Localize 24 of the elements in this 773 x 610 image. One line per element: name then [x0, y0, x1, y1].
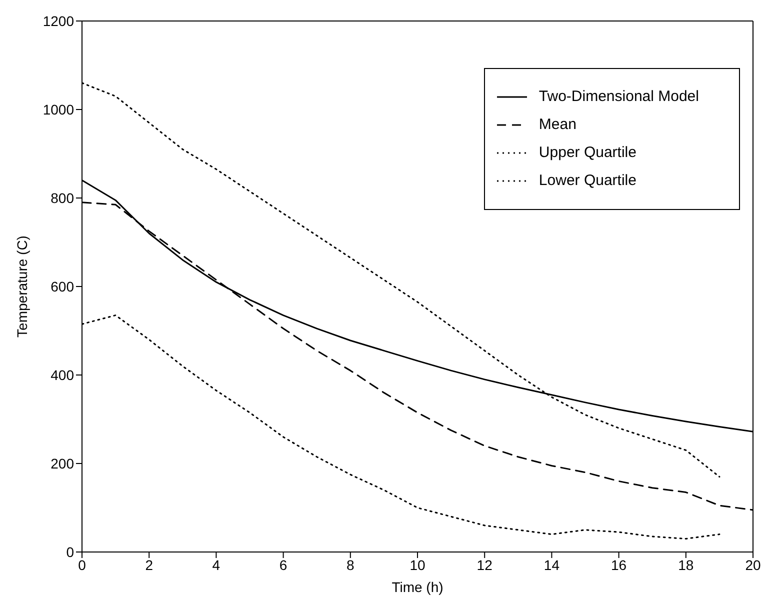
legend-label: Two-Dimensional Model: [538, 87, 699, 107]
x-tick-label: 14: [544, 556, 560, 573]
x-tick-label: 18: [678, 556, 694, 573]
legend-label: Mean: [538, 115, 576, 135]
y-tick-label: 800: [50, 190, 74, 206]
y-tick-label: 1000: [42, 101, 74, 118]
x-tick-label: 10: [410, 556, 426, 573]
y-tick-label: 0: [66, 544, 74, 560]
x-tick-label: 0: [78, 556, 86, 573]
x-tick-label: 16: [611, 556, 627, 573]
legend-label: Upper Quartile: [538, 143, 636, 163]
x-tick-label: 2: [145, 556, 154, 573]
x-tick-label: 6: [279, 556, 288, 573]
x-tick-label: 12: [476, 556, 493, 573]
y-tick-label: 200: [50, 455, 74, 472]
y-tick-label: 400: [50, 366, 74, 383]
legend-label: Lower Quartile: [538, 171, 636, 191]
x-tick-label: 4: [212, 556, 220, 573]
y-tick-label: 600: [50, 278, 74, 294]
x-tick-label: 8: [346, 556, 354, 573]
x-axis-title: Time (h): [392, 579, 444, 595]
y-axis-title: Temperature (C): [14, 236, 30, 338]
x-tick-label: 20: [745, 556, 761, 573]
y-tick-label: 1200: [42, 12, 74, 29]
